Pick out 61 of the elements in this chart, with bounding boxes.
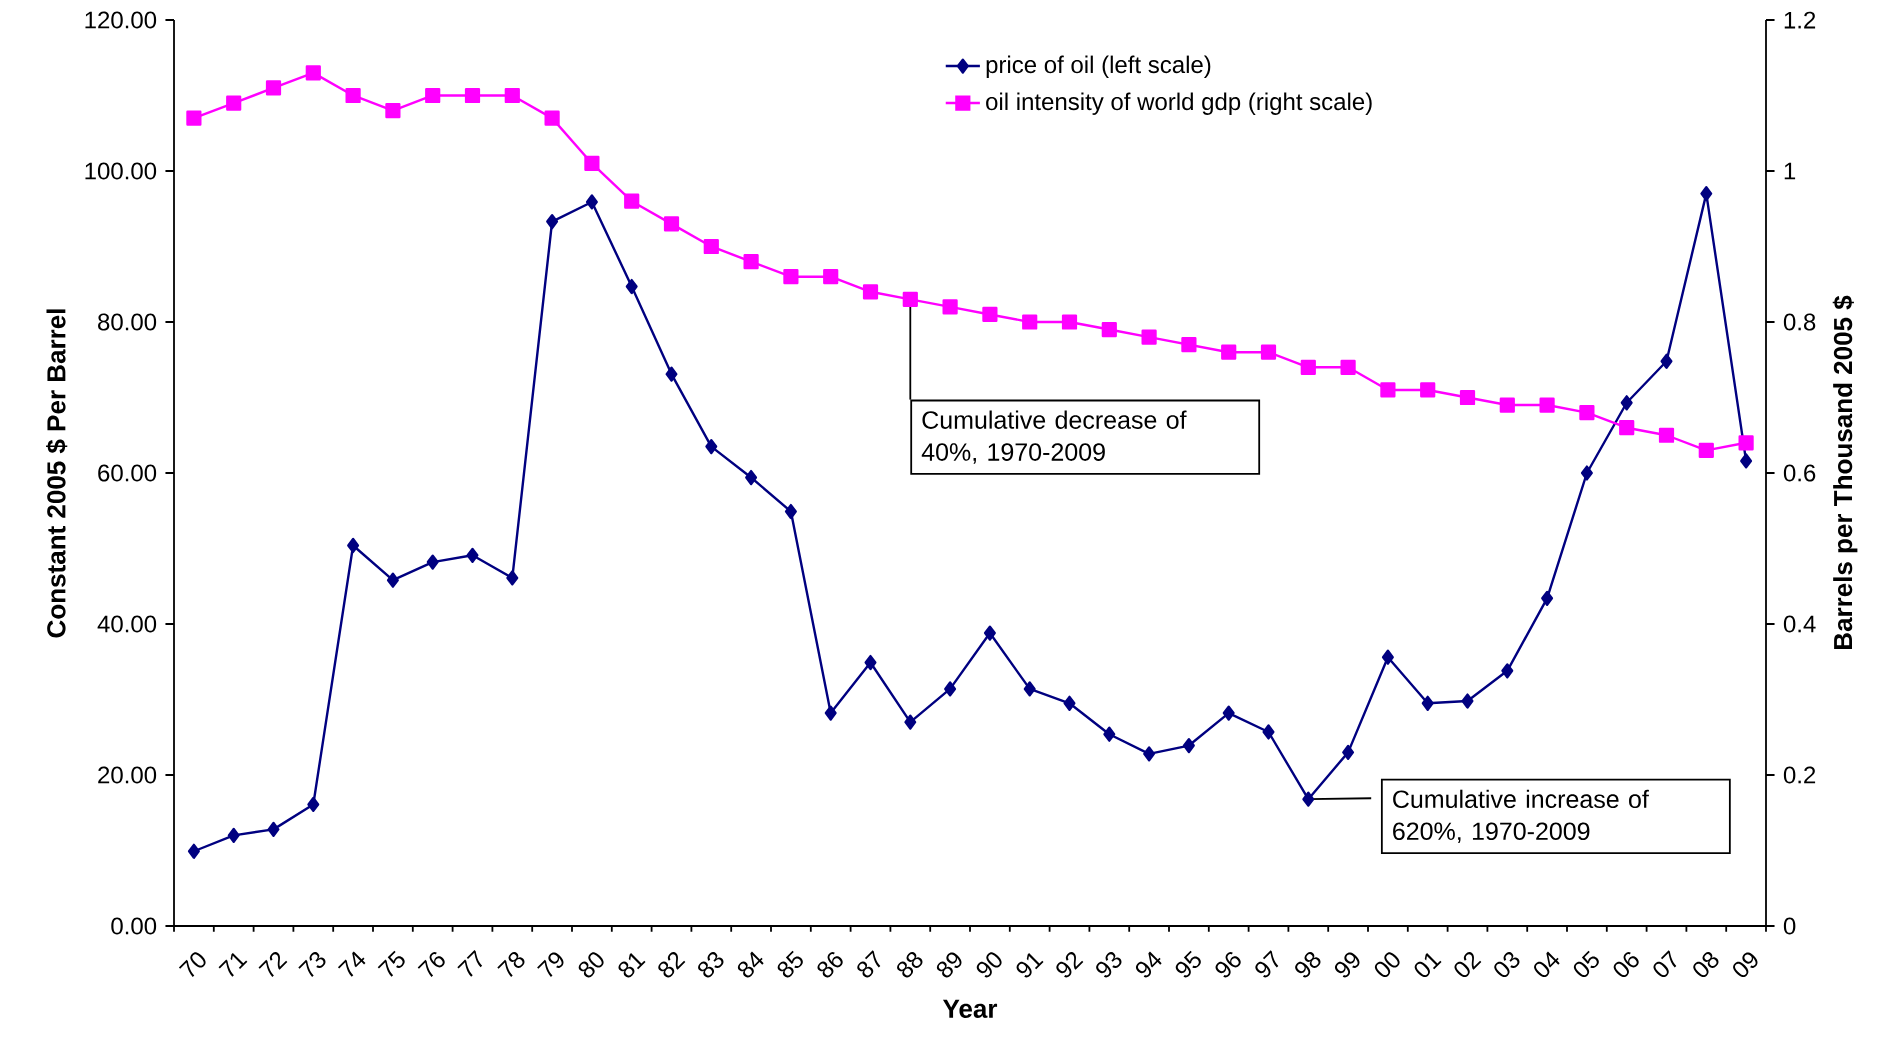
y-tick-label: 80.00 — [98, 313, 157, 331]
y2-tick-label: 0.6 — [1783, 464, 1816, 482]
x-tick-label: 92 — [1056, 952, 1084, 978]
y2-tick-label: 0.2 — [1783, 766, 1816, 784]
x-tick-label: 70 — [178, 952, 206, 977]
y2-axis-title: Barrels per Thousand 2005 $ — [1832, 295, 1858, 650]
x-tick-label: 80 — [578, 952, 604, 978]
x-tick-label: 94 — [1135, 951, 1162, 978]
x-tick-label: 87 — [857, 950, 881, 978]
y2-tick-label: 0.8 — [1783, 313, 1816, 331]
x-tick-label: 05 — [1573, 950, 1599, 978]
x-tick-label: 89 — [936, 952, 962, 978]
x-tick-label: 76 — [417, 952, 445, 977]
x-tick-label: 00 — [1374, 952, 1400, 978]
y-tick-label: 100.00 — [85, 162, 157, 180]
x-tick-label: 93 — [1096, 952, 1122, 978]
y2-tick-label: 1.2 — [1784, 11, 1816, 29]
x-tick-label: 08 — [1693, 952, 1719, 978]
x-tick-label: 85 — [777, 950, 803, 978]
x-tick-label: 99 — [1334, 952, 1360, 978]
x-tick-label: 71 — [218, 952, 248, 977]
x-tick-label: 90 — [976, 952, 1002, 978]
y-tick-label: 60.00 — [98, 464, 157, 482]
x-tick-label: 74 — [337, 951, 366, 977]
x-axis-title: Year — [942, 999, 998, 1018]
x-tick-label: 86 — [817, 952, 843, 978]
legend-label: price of oil (left scale) — [986, 55, 1211, 78]
x-tick-label: 01 — [1414, 953, 1442, 978]
x-tick-label: 73 — [298, 952, 326, 977]
y-tick-label: 0.00 — [111, 917, 157, 935]
x-tick-label: 83 — [698, 952, 724, 978]
annotation: Cumulative increase of 620%, 1970-2009 — [1393, 789, 1649, 844]
x-tick-label: 82 — [658, 952, 686, 978]
x-tick-label: 84 — [737, 951, 764, 978]
x-tick-label: 09 — [1733, 952, 1758, 978]
y-tick-label: 20.00 — [98, 766, 157, 784]
x-tick-label: 06 — [1613, 952, 1639, 978]
y-tick-label: 40.00 — [97, 615, 157, 633]
x-tick-label: 97 — [1255, 950, 1279, 978]
y-tick-label: 120.00 — [85, 11, 157, 29]
y-axis-title: Constant 2005 $ Per Barrel — [46, 309, 68, 638]
x-tick-label: 91 — [1016, 953, 1044, 978]
x-tick-label: 88 — [897, 952, 923, 978]
x-tick-label: 96 — [1215, 952, 1241, 978]
x-tick-label: 95 — [1175, 950, 1201, 978]
x-tick-label: 04 — [1534, 951, 1560, 978]
x-tick-label: 79 — [537, 952, 564, 977]
x-tick-label: 77 — [457, 950, 483, 977]
y2-tick-label: 1 — [1784, 162, 1796, 180]
legend-label: oil intensity of world gdp (right scale) — [986, 92, 1372, 115]
y2-tick-label: 0.4 — [1783, 615, 1816, 633]
x-tick-label: 75 — [377, 950, 405, 977]
annotation: Cumulative decrease of 40%, 1970-2009 — [921, 410, 1187, 464]
y2-tick-label: 0 — [1783, 917, 1796, 935]
x-tick-label: 98 — [1295, 952, 1321, 978]
x-tick-label: 72 — [258, 952, 288, 977]
x-tick-label: 02 — [1454, 952, 1482, 978]
x-tick-label: 81 — [618, 953, 646, 978]
x-tick-label: 03 — [1494, 952, 1520, 978]
x-tick-label: 78 — [497, 952, 525, 977]
x-tick-label: 07 — [1653, 950, 1677, 978]
